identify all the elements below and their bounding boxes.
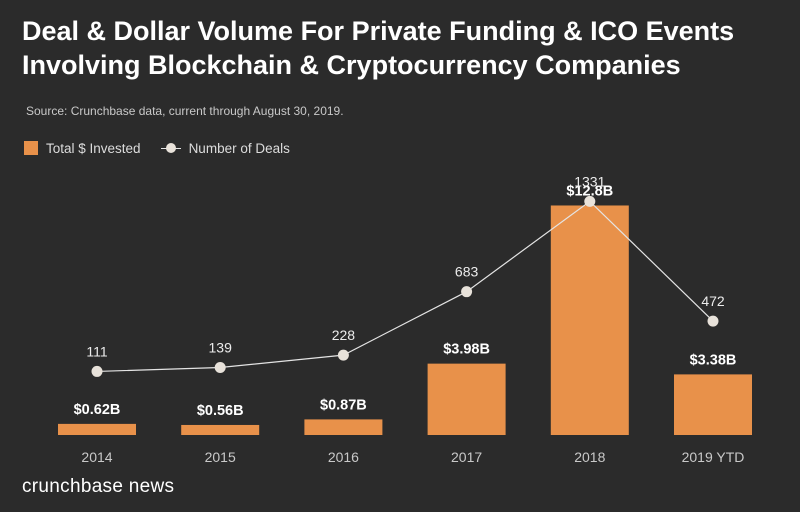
bar-2017	[427, 363, 506, 435]
deals-point	[214, 362, 226, 374]
chart-title-line-2: Involving Blockchain & Cryptocurrency Co…	[22, 50, 681, 80]
legend-label-invested: Total $ Invested	[46, 140, 141, 156]
deals-point	[584, 195, 596, 207]
x-tick-label: 2015	[205, 449, 236, 465]
bar-2018	[550, 205, 629, 435]
legend-item-deals: Number of Deals	[160, 140, 290, 156]
deals-value-label: 139	[209, 340, 233, 356]
chart-title-line-1: Deal & Dollar Volume For Private Funding…	[22, 16, 735, 46]
deals-point	[337, 349, 349, 361]
chart-legend: Total $ Invested Number of Deals	[24, 138, 310, 158]
bar-value-label: $0.62B	[74, 402, 121, 418]
bar-2019-ytd	[674, 374, 752, 435]
x-tick-label: 2019 YTD	[682, 449, 745, 465]
bar-value-label: $0.56B	[197, 403, 244, 419]
deals-value-label: 1331	[574, 173, 605, 189]
deals-value-label: 228	[332, 327, 356, 343]
bar-value-label: $12.8B	[566, 183, 613, 199]
bar-2016	[304, 419, 383, 435]
deals-point	[91, 365, 103, 377]
x-tick-label: 2014	[81, 449, 112, 465]
deals-point	[461, 286, 473, 298]
deals-line	[96, 200, 714, 373]
deals-value-label: 472	[701, 293, 725, 309]
bar-2015	[181, 424, 260, 435]
bar-value-label: $0.87B	[320, 397, 367, 413]
deals-value-label: 683	[455, 264, 479, 280]
x-tick-label: 2018	[574, 449, 605, 465]
source-note: Source: Crunchbase data, current through…	[26, 104, 344, 118]
legend-bar-swatch-icon	[24, 141, 38, 155]
bar-2014	[58, 423, 136, 435]
brand-logo: crunchbase news	[22, 476, 175, 497]
bar-value-label: $3.38B	[690, 352, 737, 368]
deals-point	[707, 315, 719, 327]
x-tick-label: 2017	[451, 449, 482, 465]
bar-value-label: $3.98B	[443, 342, 490, 358]
chart-title: Deal & Dollar Volume For Private Funding…	[22, 14, 782, 82]
legend-line-marker-icon	[160, 143, 181, 153]
legend-item-invested: Total $ Invested	[24, 141, 141, 156]
legend-label-deals: Number of Deals	[188, 140, 290, 156]
deals-value-label: 111	[86, 343, 107, 359]
x-tick-label: 2016	[328, 449, 359, 465]
